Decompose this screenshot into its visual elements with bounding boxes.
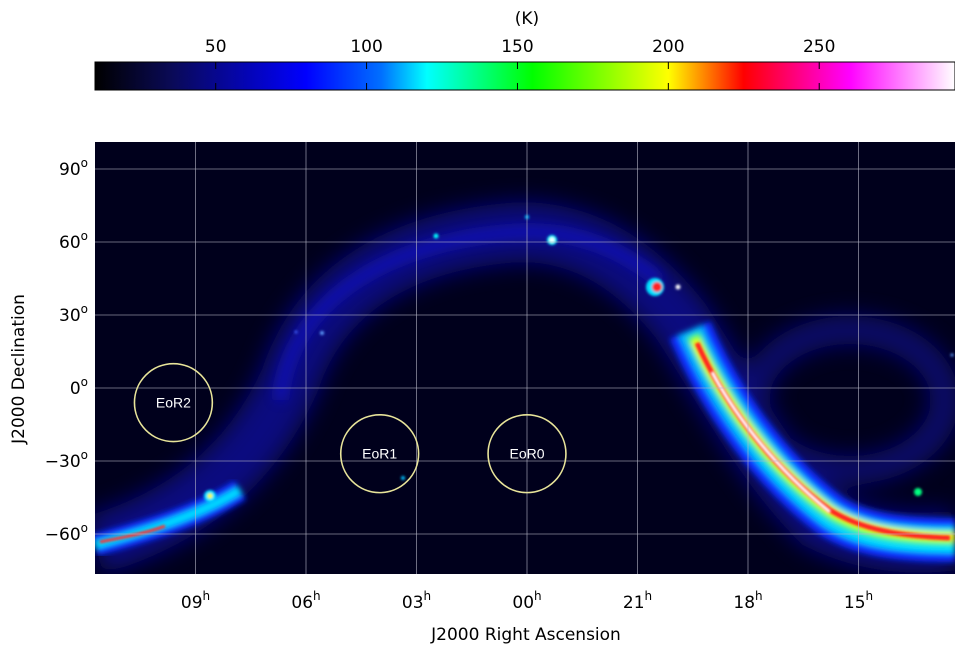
eor-fields: EoR2 EoR1 EoR0 [133,362,567,494]
eor-field-label: EoR1 [362,446,397,462]
x-tick-label: 18h [733,589,762,613]
colorbar-tick-labels: 50 100 150 200 250 [205,37,836,57]
y-tick-label: 0o [70,375,88,399]
y-tick-label: −60o [45,521,88,545]
eor-field-circle [487,413,567,494]
y-tick-label: 30o [59,302,88,326]
eor-field-label: EoR0 [509,446,544,462]
x-tick-label: 03h [402,589,431,613]
x-tick-label: 21h [623,589,652,613]
y-axis-title: J2000 Declination [9,294,29,445]
sky-map [95,142,955,574]
x-tick-labels: 09h 06h 03h 00h 21h 18h 15h [181,589,873,613]
x-axis-title: J2000 Right Ascension [430,625,621,645]
x-tick-label: 06h [291,589,320,613]
eor-field-circle [339,413,420,494]
colorbar-tick-label: 150 [501,37,533,57]
colorbar-unit: (K) [515,9,539,29]
y-tick-label: −30o [45,448,88,472]
eor-field-label: EoR2 [156,395,191,411]
y-tick-label: 60o [59,229,88,253]
colorbar [94,61,955,91]
y-tick-label: 90o [59,156,88,180]
colorbar-tick-label: 200 [652,37,684,57]
x-tick-label: 00h [512,589,541,613]
eor-field-circle [133,362,214,443]
colorbar-tick-label: 100 [350,37,382,57]
x-tick-label: 15h [844,589,873,613]
y-tick-labels: 90o 60o 30o 0o −30o −60o [45,156,88,545]
coordinate-grid [95,142,955,574]
x-tick-label: 09h [181,589,210,613]
colorbar-tick-label: 50 [205,37,227,57]
colorbar-tick-label: 250 [803,37,835,57]
colorbar-ticks [215,62,820,90]
